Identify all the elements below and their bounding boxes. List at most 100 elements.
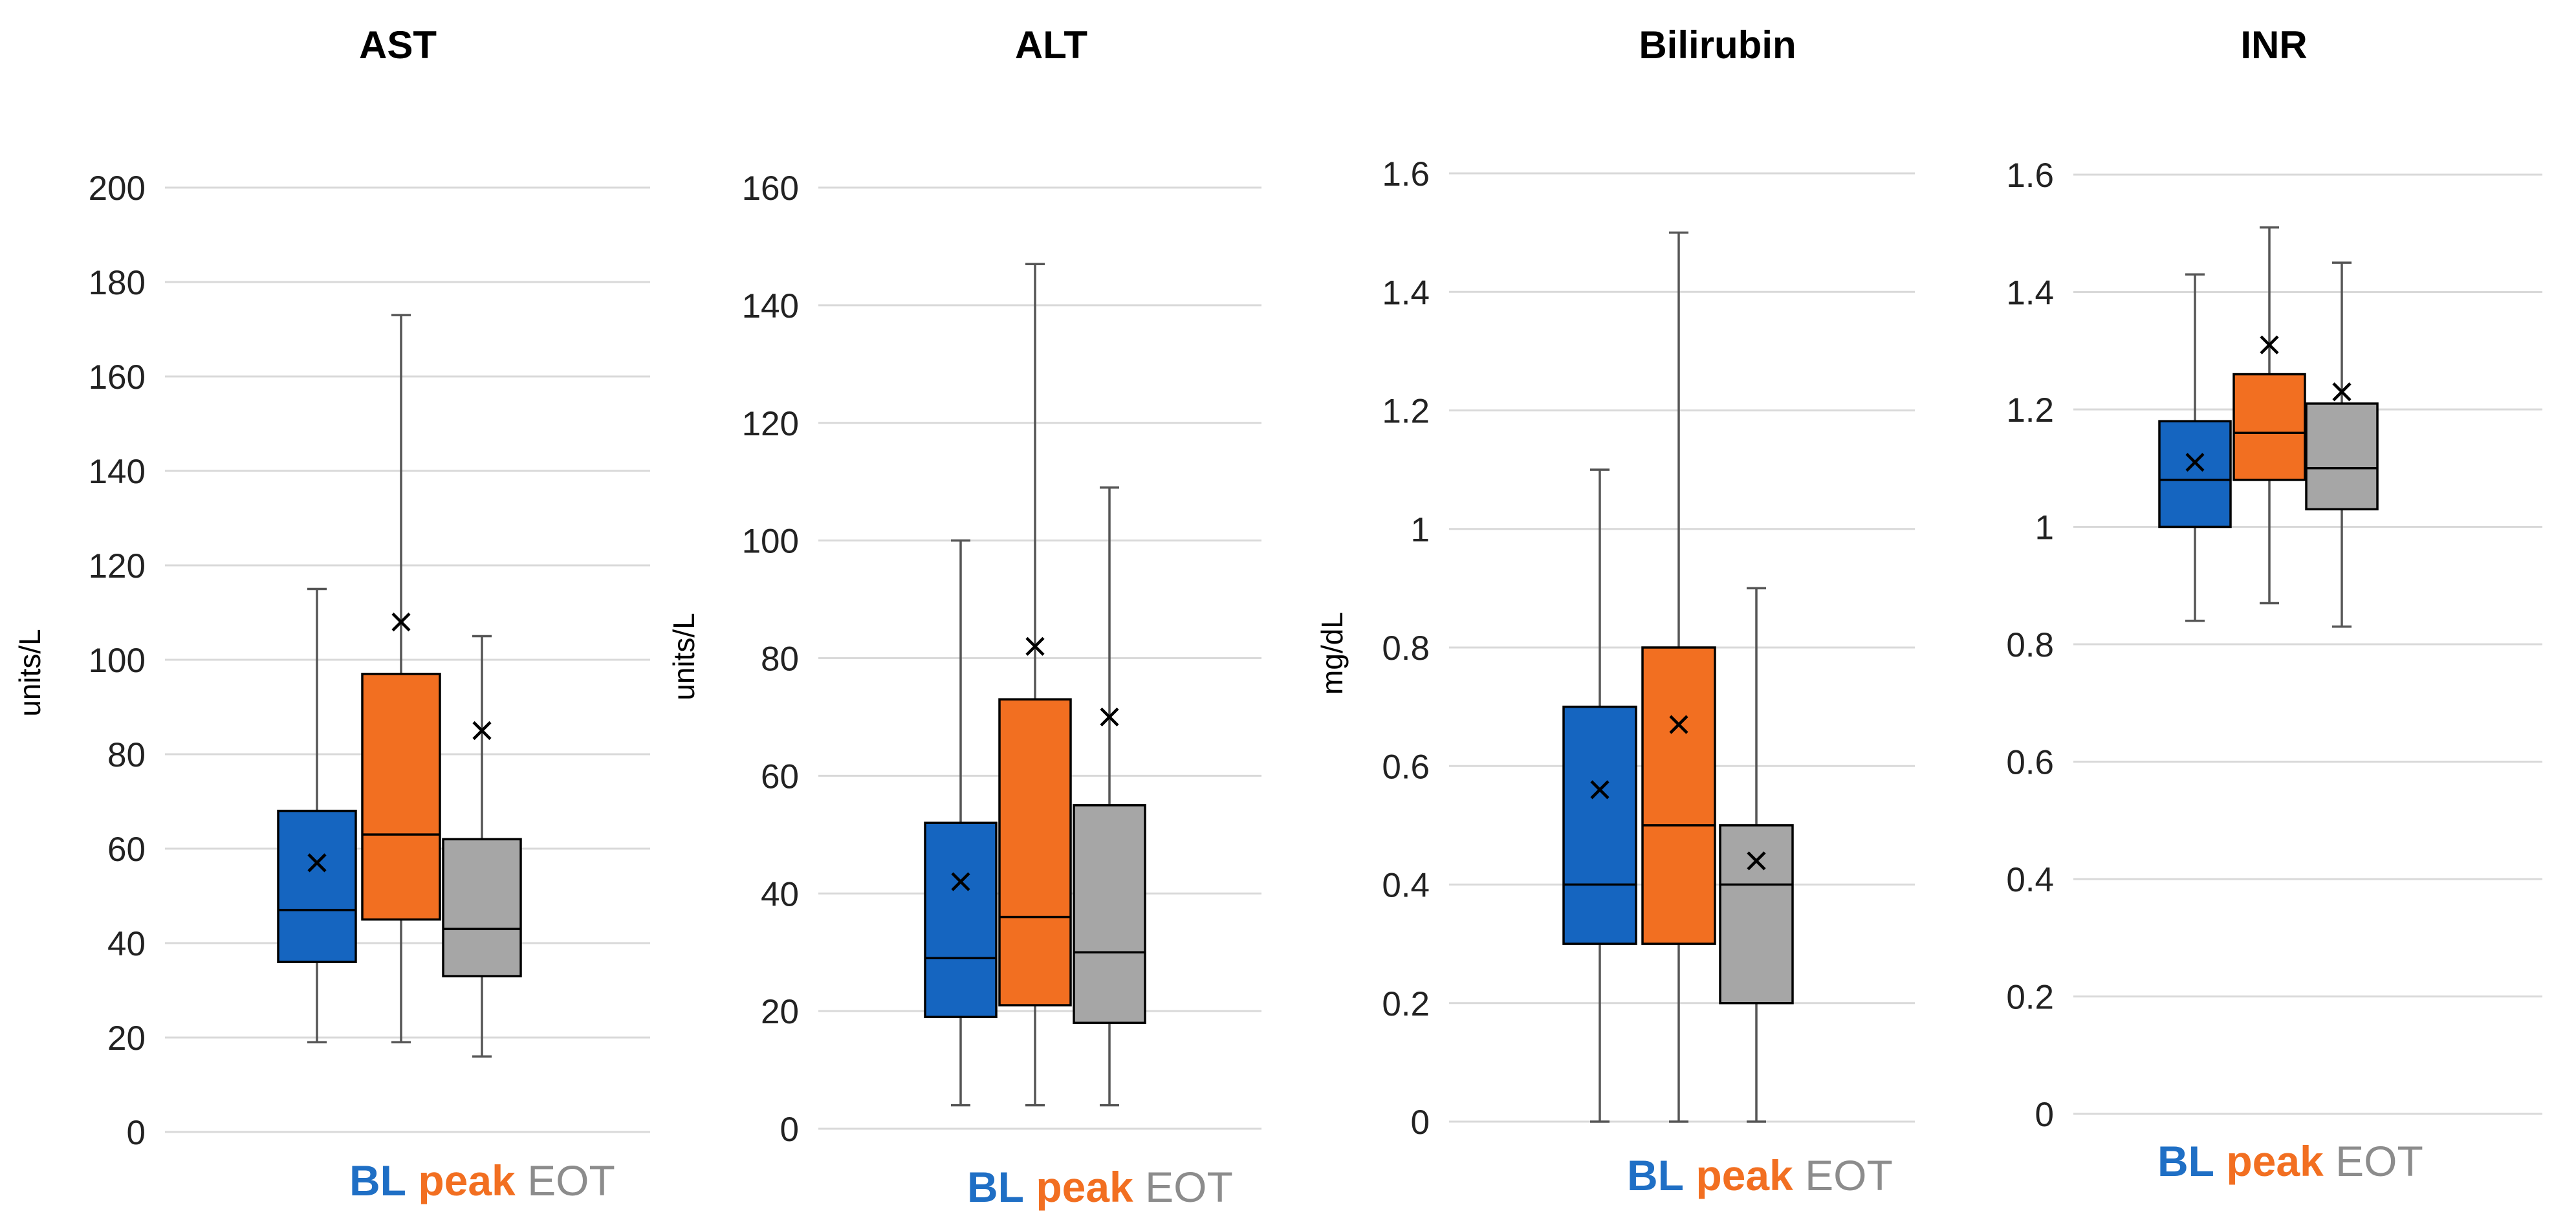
y-tick-label: 80: [761, 640, 799, 679]
y-tick-label: 0.2: [2006, 979, 2054, 1017]
mean-marker: [472, 721, 492, 741]
y-tick-label: 20: [107, 1019, 146, 1058]
category-spacer: [1024, 1163, 1036, 1211]
mean-marker: [2332, 382, 2352, 402]
category-label-peak: peak: [1036, 1163, 1133, 1211]
iqr-box: [1073, 804, 1146, 1025]
chart-title: INR: [2240, 23, 2307, 67]
category-spacer: [406, 1157, 418, 1204]
category-label-BL: BL: [1627, 1151, 1684, 1199]
iqr-box: [1562, 705, 1637, 945]
box-EOT: [1073, 486, 1146, 1107]
category-label-BL: BL: [2157, 1137, 2214, 1185]
panel-1: ALT 0 20 40 60 80 100 120 140 160 units/L BL peak E…: [667, 23, 1261, 1211]
y-tick-label: 0.2: [1382, 985, 1430, 1023]
mean-marker: [1669, 715, 1688, 734]
iqr-box: [1641, 646, 1716, 945]
category-spacer: [1133, 1163, 1145, 1211]
y-tick-label: 0.8: [2006, 626, 2054, 664]
y-tick-label: 1: [1411, 511, 1430, 549]
chart-title: AST: [359, 23, 437, 67]
iqr-box: [1719, 824, 1794, 1005]
category-spacer: [2214, 1137, 2226, 1185]
box-peak: [1641, 231, 1716, 1123]
y-tick-label: 1.2: [1382, 393, 1430, 431]
y-tick-label: 1.4: [2006, 274, 2054, 312]
y-axis-label: units/L: [667, 613, 701, 701]
box-peak: [998, 263, 1072, 1107]
y-tick-label: 180: [89, 264, 146, 302]
mean-marker: [2185, 453, 2205, 472]
y-tick-label: 1.2: [2006, 391, 2054, 430]
category-label-peak: peak: [1696, 1151, 1793, 1199]
category-labels: BL peak EOT: [2157, 1137, 2423, 1185]
iqr-box: [2158, 420, 2232, 528]
mean-marker: [1100, 707, 1119, 727]
category-label-peak: peak: [418, 1157, 516, 1204]
category-label-EOT: EOT: [2335, 1137, 2423, 1185]
y-axis-label: mg/dL: [1315, 612, 1349, 695]
y-tick-label: 0.6: [2006, 744, 2054, 782]
y-tick-label: 160: [742, 169, 799, 208]
y-tick-label: 0.4: [1382, 867, 1430, 905]
y-tick-label: 1.6: [2006, 157, 2054, 195]
category-label-EOT: EOT: [1805, 1151, 1893, 1199]
box-EOT: [442, 635, 522, 1058]
mean-marker: [1590, 780, 1610, 799]
mean-marker: [1747, 851, 1766, 871]
y-tick-label: 140: [89, 453, 146, 491]
box-peak: [2232, 226, 2306, 605]
y-tick-label: 120: [742, 405, 799, 443]
panel-2: Bilirubin 0 0.2 0.4 0.6 0.8 1 1.2 1.4 1.6 mg/dL BL …: [1315, 23, 1915, 1199]
y-tick-label: 20: [761, 993, 799, 1031]
y-tick-label: 0.4: [2006, 861, 2054, 899]
y-tick-label: 40: [761, 875, 799, 913]
panel-0: AST 0 20 40 60 80 100 120 140 160 180 200 units/L BL …: [13, 23, 650, 1204]
box-BL: [277, 587, 357, 1044]
panel-3: INR 0 0.2 0.4 0.6 0.8 1 1.2 1.4 1.6 BL peak EOT: [2006, 23, 2542, 1185]
category-spacer: [2324, 1137, 2335, 1185]
y-tick-label: 0: [127, 1114, 146, 1152]
category-spacer: [516, 1157, 527, 1204]
category-label-EOT: EOT: [527, 1157, 615, 1204]
category-labels: BL peak EOT: [967, 1163, 1233, 1211]
category-label-EOT: EOT: [1145, 1163, 1233, 1211]
y-tick-label: 60: [107, 831, 146, 869]
iqr-box: [2305, 402, 2379, 511]
iqr-box: [442, 838, 522, 977]
box-BL: [2158, 273, 2232, 622]
mean-marker: [391, 613, 411, 632]
mean-marker: [307, 853, 327, 873]
iqr-box: [924, 821, 998, 1018]
iqr-box: [361, 673, 441, 921]
y-tick-label: 80: [107, 736, 146, 774]
y-tick-label: 1: [2035, 509, 2054, 547]
category-label-BL: BL: [349, 1157, 406, 1204]
y-tick-label: 0.6: [1382, 748, 1430, 786]
category-labels: BL peak EOT: [1627, 1151, 1893, 1199]
y-tick-label: 140: [742, 287, 799, 325]
chart-title: ALT: [1015, 23, 1087, 67]
chart-title: Bilirubin: [1639, 23, 1796, 67]
y-tick-label: 160: [89, 358, 146, 397]
category-label-peak: peak: [2226, 1137, 2324, 1185]
box-EOT: [2305, 261, 2379, 628]
category-spacer: [1684, 1151, 1696, 1199]
mean-marker: [2260, 335, 2279, 354]
y-tick-label: 200: [89, 169, 146, 208]
y-tick-label: 100: [89, 642, 146, 680]
iqr-box: [998, 698, 1072, 1006]
y-tick-label: 40: [107, 925, 146, 963]
y-tick-label: 0.8: [1382, 629, 1430, 668]
mean-marker: [951, 872, 970, 891]
category-labels: BL peak EOT: [349, 1157, 615, 1204]
iqr-box: [277, 809, 357, 963]
y-tick-label: 1.4: [1382, 274, 1430, 312]
y-tick-label: 1.6: [1382, 155, 1430, 193]
y-tick-label: 0: [780, 1111, 799, 1149]
category-label-BL: BL: [967, 1163, 1024, 1211]
category-spacer: [1793, 1151, 1805, 1199]
box-BL: [1562, 468, 1637, 1123]
box-peak: [361, 314, 441, 1044]
